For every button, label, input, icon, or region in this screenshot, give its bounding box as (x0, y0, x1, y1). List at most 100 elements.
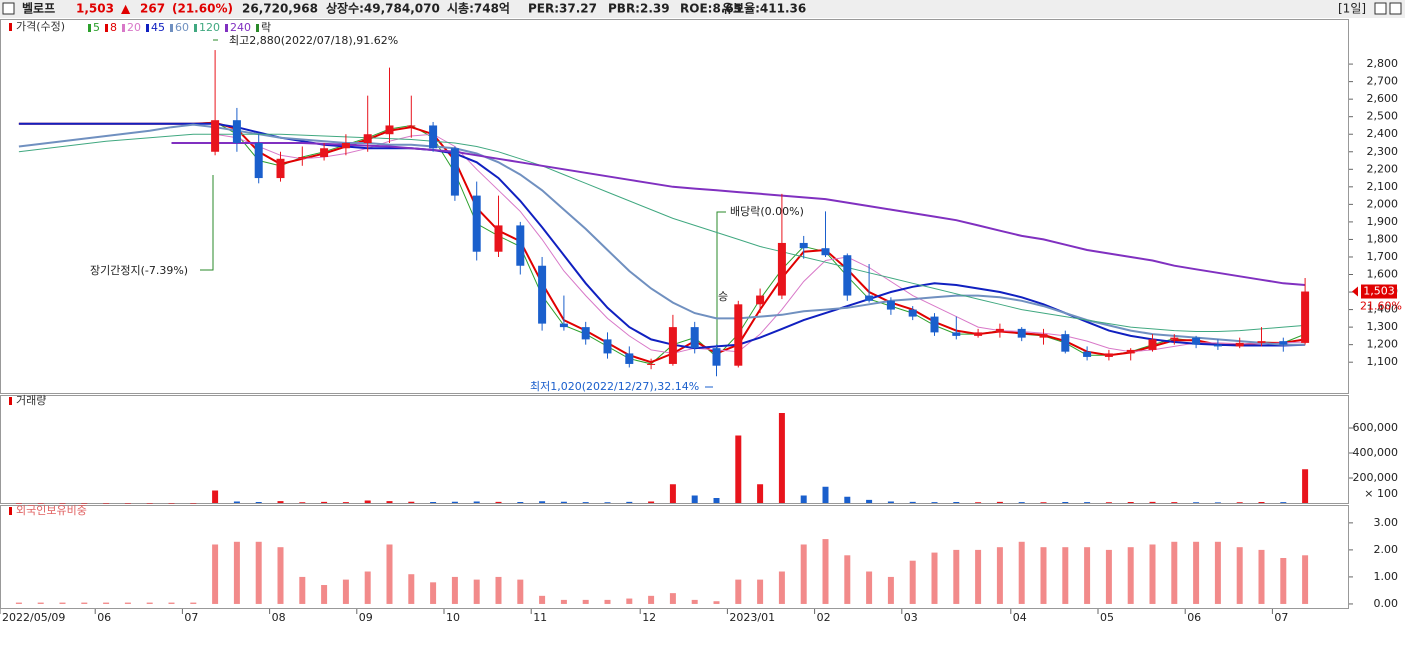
bar (1062, 502, 1069, 503)
bar (604, 502, 611, 503)
bar (1193, 541, 1200, 604)
legend-swatch (146, 24, 149, 32)
legend-swatch (170, 24, 173, 32)
candle-body (843, 255, 852, 296)
y-tick-label: 1,800 (1367, 232, 1399, 245)
legend-label: 락 (261, 21, 271, 34)
bar (800, 495, 807, 503)
legend-swatch (256, 24, 259, 32)
bar (844, 555, 851, 604)
x-tick-label: 2022/05/09 (2, 611, 65, 624)
candle-body (516, 225, 525, 266)
bar (975, 502, 982, 503)
bar (1302, 555, 1309, 604)
window-button[interactable] (1374, 2, 1387, 15)
bar (887, 576, 894, 604)
change: 267 (140, 2, 165, 16)
bar (37, 503, 44, 504)
bar (822, 486, 829, 503)
y-tick-label: 1,100 (1367, 355, 1399, 368)
checkbox[interactable] (2, 2, 15, 15)
y-tick-label: 2,800 (1367, 57, 1399, 70)
bar (604, 599, 611, 604)
candle-body (1148, 339, 1157, 350)
ma-line (18, 122, 1306, 350)
candle-body (298, 157, 307, 159)
legend-swatch (122, 24, 125, 32)
y-tick-label: 2,000 (1367, 197, 1399, 210)
bar (321, 501, 328, 503)
bar (277, 501, 284, 503)
candle-body (886, 300, 895, 310)
x-tick-label: 06 (1187, 611, 1201, 624)
bar (408, 501, 415, 503)
candle-body (429, 125, 438, 149)
candle-body (1039, 334, 1048, 338)
bar (81, 503, 88, 504)
div-line (716, 211, 726, 365)
bar (190, 602, 197, 604)
bar (451, 501, 458, 503)
y-tick-label: 1,700 (1367, 250, 1399, 263)
legend-swatch (88, 24, 91, 32)
bar (560, 501, 567, 503)
candle-body (1017, 328, 1026, 338)
suspend-line (200, 175, 214, 271)
candle-body (1104, 353, 1113, 357)
bar (386, 501, 393, 503)
bar (1149, 501, 1156, 503)
bar (909, 501, 916, 503)
bar (299, 576, 306, 604)
period[interactable]: [1일] (1338, 2, 1366, 16)
candle-body (995, 328, 1004, 333)
legend-label: 20 (127, 21, 141, 34)
bar (909, 560, 916, 604)
close-button[interactable] (1389, 2, 1402, 15)
y-tick-label: 2,400 (1367, 127, 1399, 140)
bar (626, 598, 633, 604)
bar (364, 571, 371, 604)
bar (233, 501, 240, 503)
y-tick-label: 2,200 (1367, 162, 1399, 175)
bar (1062, 547, 1069, 604)
candle-body (385, 125, 394, 135)
y-tick-label: 2,500 (1367, 110, 1399, 123)
bar (757, 484, 764, 503)
bar (1084, 547, 1091, 604)
y-tick-label: 1,200 (1367, 338, 1399, 351)
bar (1127, 502, 1134, 503)
y-tick-label: 2.00 (1374, 543, 1399, 556)
candle-body (756, 295, 765, 305)
x-tick-label: 03 (904, 611, 918, 624)
price-tag-pct: 21.60% (1360, 300, 1402, 313)
bar (800, 544, 807, 604)
y-tick-label: 2,100 (1367, 180, 1399, 193)
stock-name: 벨로프 (22, 1, 55, 16)
bar (190, 503, 197, 504)
volume-frame (0, 395, 1349, 504)
unit-label: × 100 (1364, 487, 1398, 500)
bar (168, 503, 175, 504)
bar (233, 541, 240, 604)
candle-body (1213, 344, 1222, 347)
y-tick-label: 2,600 (1367, 92, 1399, 105)
price-pointer (1352, 286, 1358, 297)
bar (1214, 502, 1221, 503)
bar (953, 549, 960, 604)
candle-body (581, 327, 590, 340)
ma-line (18, 121, 1306, 365)
bar (822, 539, 829, 604)
bar (691, 599, 698, 604)
candle-body (341, 142, 350, 149)
bar (931, 552, 938, 604)
bar (451, 576, 458, 604)
bar (37, 602, 44, 604)
bar (386, 544, 393, 604)
y-tick-label: 3.00 (1374, 516, 1399, 529)
y-tick-label: 1,400 (1367, 303, 1399, 316)
bar (1236, 547, 1243, 604)
bar (975, 549, 982, 604)
market-cap: 시총:748억 (447, 1, 510, 16)
bar (1236, 502, 1243, 503)
bar (277, 547, 284, 604)
